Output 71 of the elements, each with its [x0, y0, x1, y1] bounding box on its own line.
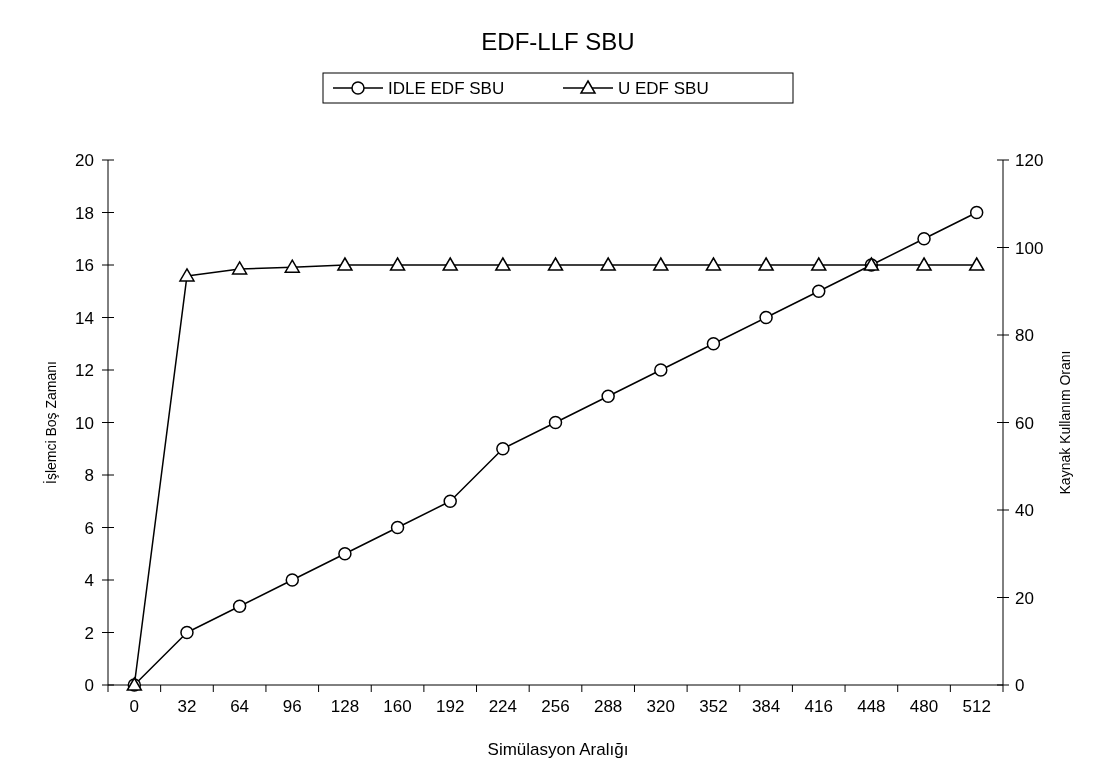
x-axis-title: Simülasyon Aralığı [487, 740, 629, 759]
point [917, 232, 931, 246]
x-tick-label: 288 [593, 697, 623, 716]
point [705, 257, 722, 271]
x-tick-label: 160 [383, 697, 412, 716]
point [548, 415, 563, 430]
x-tick-label: 320 [646, 697, 675, 716]
x-tick-label: 96 [282, 697, 302, 716]
x-tick-label: 128 [330, 697, 360, 716]
point [811, 284, 826, 298]
x-tick-label: 32 [177, 697, 197, 716]
y-tick-label: 10 [75, 413, 94, 433]
point [916, 257, 932, 271]
point [968, 257, 985, 271]
y2-tick-label: 20 [1015, 588, 1034, 608]
x-tick-label: 0 [129, 697, 140, 716]
point [390, 520, 405, 535]
y2-tick-label: 100 [1015, 238, 1044, 258]
y-tick-label: 16 [75, 256, 94, 275]
point [389, 257, 406, 271]
chart-title: EDF-LLF SBU [481, 28, 635, 55]
point [442, 257, 458, 271]
point [284, 259, 301, 273]
point [285, 573, 300, 587]
point [706, 337, 721, 351]
point [443, 494, 457, 508]
point [810, 257, 827, 271]
point [758, 257, 774, 271]
x-tick-label: 256 [541, 697, 570, 716]
y2-tick-label: 0 [1015, 676, 1025, 695]
point [654, 363, 668, 377]
y-tick-label: 4 [84, 571, 94, 590]
x-tick-label: 352 [699, 697, 728, 716]
x-tick-label: 64 [230, 697, 250, 716]
y2-tick-label: 120 [1015, 151, 1044, 170]
y-tick-label: 18 [75, 203, 94, 223]
point [969, 205, 984, 220]
point [600, 257, 616, 271]
point [601, 389, 615, 403]
point [547, 257, 564, 271]
y2-tick-label: 80 [1015, 326, 1034, 345]
x-tick-label: 512 [962, 697, 991, 716]
point [759, 310, 773, 325]
legend-label: IDLE EDF SBU [388, 79, 505, 98]
legend-label: U EDF SBU [618, 79, 709, 98]
y-axis-title: İşlemci Boş Zamanı [42, 361, 59, 484]
y2-tick-label: 40 [1015, 501, 1034, 520]
x-tick-label: 416 [804, 697, 833, 716]
y2-tick-label: 60 [1015, 413, 1034, 433]
x-tick-label: 480 [909, 697, 939, 716]
y-tick-label: 12 [75, 361, 94, 380]
point [653, 257, 669, 271]
y-tick-label: 20 [75, 151, 94, 170]
point [338, 547, 352, 561]
x-tick-label: 224 [488, 697, 518, 716]
point [232, 599, 247, 613]
point [496, 442, 510, 456]
point [179, 268, 195, 282]
y-tick-label: 8 [84, 466, 94, 485]
x-tick-label: 384 [751, 697, 781, 716]
y2-axis-title: Kaynak Kullanım Oranı [1057, 350, 1073, 495]
y-tick-label: 2 [84, 623, 94, 643]
point [337, 257, 353, 271]
y-tick-label: 6 [84, 518, 94, 538]
y-tick-label: 0 [84, 676, 94, 695]
point [495, 257, 511, 271]
point [231, 261, 248, 275]
y-tick-label: 14 [75, 308, 94, 328]
x-tick-label: 192 [436, 697, 465, 716]
x-tick-label: 448 [857, 697, 886, 716]
point [180, 625, 194, 640]
